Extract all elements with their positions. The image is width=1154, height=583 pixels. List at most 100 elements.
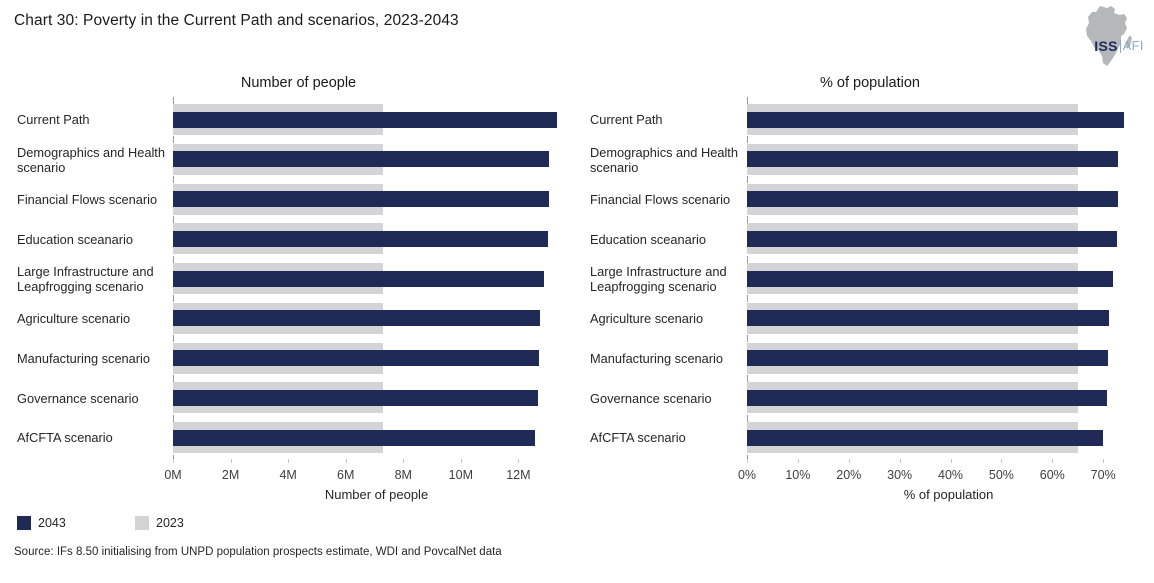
bar-2043	[173, 429, 536, 446]
category-axis-tick	[747, 414, 748, 422]
category-label: Education sceanario	[17, 231, 133, 247]
category-label: Large Infrastructure and Leapfrogging sc…	[17, 263, 154, 294]
x-tick-label: 30%	[887, 468, 913, 482]
bar-2043	[747, 191, 1119, 208]
category-label: Current Path	[17, 112, 90, 128]
legend-item-2023: 2023	[135, 516, 184, 530]
bar-group	[747, 299, 1150, 339]
panel-number-of-people: Number of people Current Path Demographic…	[17, 75, 580, 502]
x-axis-tick	[747, 459, 748, 463]
category-label: Financial Flows scenario	[17, 191, 158, 207]
category-axis-tick	[747, 96, 748, 104]
bar-2043	[173, 270, 545, 287]
bar-group	[173, 100, 580, 140]
category-axis-tick	[747, 215, 748, 223]
category-axis-tick	[173, 96, 174, 104]
x-axis-tick	[1001, 459, 1003, 463]
bar-group	[747, 339, 1150, 379]
category-axis-tick	[173, 176, 174, 184]
bar-2043	[747, 350, 1108, 367]
category-label: Governance scenario	[590, 390, 712, 406]
iss-afi-logo: ISS AFI	[1074, 5, 1144, 67]
bar-2043	[173, 111, 557, 128]
bar-2043	[747, 230, 1117, 247]
x-axis-tick	[403, 459, 405, 463]
x-tick-label: 70%	[1090, 468, 1116, 482]
category-axis-tick	[173, 215, 174, 223]
x-axis-title: Number of people	[324, 487, 429, 502]
bar-group	[747, 418, 1150, 458]
category-axis-tick	[173, 335, 174, 343]
category-label: Demographics and Health scenario	[17, 144, 165, 175]
bar-group	[173, 299, 580, 339]
category-axis-tick	[747, 454, 748, 462]
bar-group	[173, 339, 580, 379]
x-axis-tick	[848, 459, 850, 463]
x-tick-label: 12M	[506, 468, 531, 482]
category-label: Governance scenario	[17, 390, 139, 406]
bar-group	[747, 219, 1150, 259]
bar-2043	[747, 151, 1118, 168]
x-axis-tick	[288, 459, 290, 463]
logo-text: ISS AFI	[1094, 38, 1144, 54]
category-label: Financial Flows scenario	[590, 191, 731, 207]
x-axis: 0% 10% 20% 30% 40% 50% 60% 70%	[738, 459, 1150, 483]
x-axis-tick	[173, 459, 174, 463]
africa-map-icon	[1086, 6, 1132, 66]
bar-group	[747, 140, 1150, 180]
x-tick-label: 2M	[221, 468, 240, 482]
x-tick-label: 20%	[836, 468, 862, 482]
legend-label-2023: 2023	[156, 516, 184, 530]
category-axis-labels: Current Path Demographics and Health scen…	[590, 100, 747, 502]
bar-2043	[747, 111, 1125, 128]
bar-2043	[173, 230, 549, 247]
bar-group	[173, 418, 580, 458]
legend-swatch-2023	[135, 516, 149, 530]
x-axis-tick	[950, 459, 952, 463]
x-tick-label: 8M	[394, 468, 412, 482]
bar-group	[173, 219, 580, 259]
bar-group	[173, 140, 580, 180]
x-axis-tick	[899, 459, 901, 463]
bar-group	[747, 100, 1150, 140]
bar-2043	[747, 270, 1114, 287]
x-tick-label: 6M	[337, 468, 355, 482]
x-axis: 0M 2M 4M 6M 8M 10M 12M	[164, 459, 580, 483]
x-tick-label: 40%	[938, 468, 964, 482]
category-label: Manufacturing scenario	[17, 350, 151, 366]
panel-title: % of population	[820, 75, 920, 91]
x-tick-label: 0%	[737, 468, 757, 482]
logo-divider	[1119, 39, 1121, 53]
x-axis-tick	[518, 459, 520, 463]
logo-afi-label: AFI	[1122, 39, 1144, 53]
x-tick-label: 50%	[988, 468, 1014, 482]
category-axis-tick	[747, 136, 748, 144]
x-axis-tick	[797, 459, 799, 463]
category-axis-tick	[747, 374, 748, 382]
x-axis-tick	[230, 459, 232, 463]
category-axis-tick	[173, 295, 174, 303]
category-axis-tick	[747, 255, 748, 263]
category-axis-tick	[173, 414, 174, 422]
bar-2043	[173, 350, 539, 367]
x-tick-label: 0M	[164, 468, 182, 482]
bar-group	[173, 180, 580, 220]
category-axis-tick	[747, 295, 748, 303]
panel-title: Number of people	[240, 75, 357, 91]
category-label: Large Infrastructure and Leapfrogging sc…	[590, 263, 727, 294]
plot-area	[747, 96, 1150, 462]
category-label: AfCFTA scenario	[17, 430, 113, 446]
bar-2043	[173, 151, 550, 168]
category-label: Agriculture scenario	[17, 311, 131, 327]
category-axis-tick	[173, 374, 174, 382]
x-axis-tick	[1052, 459, 1054, 463]
category-axis-tick	[173, 136, 174, 144]
bar-group	[173, 259, 580, 299]
category-label: AfCFTA scenario	[590, 430, 686, 446]
category-axis-labels: Current Path Demographics and Health scen…	[17, 100, 173, 502]
x-tick-label: 10%	[785, 468, 811, 482]
legend-item-2043: 2043	[17, 516, 66, 530]
category-axis-tick	[747, 176, 748, 184]
bar-group	[173, 378, 580, 418]
